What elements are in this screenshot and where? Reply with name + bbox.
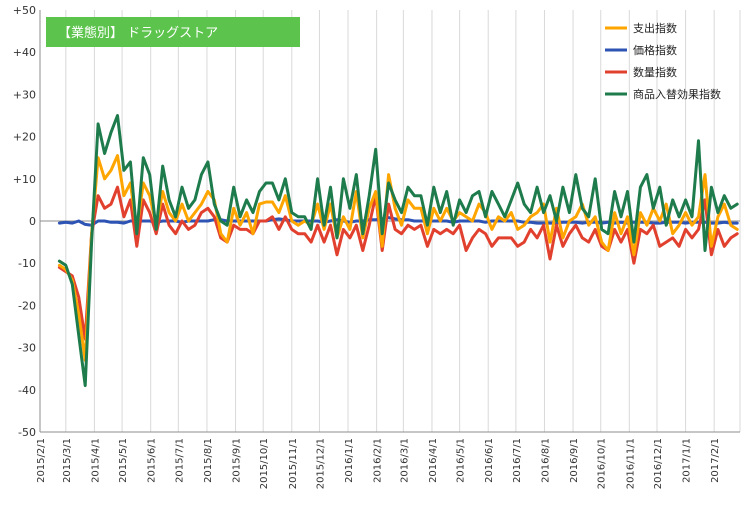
legend-label: 商品入替効果指数 <box>633 87 721 101</box>
x-tick-label: 2015/2/1 <box>36 438 47 483</box>
x-tick-label: 2015/3/1 <box>62 438 73 483</box>
y-tick-label: +50 <box>13 4 36 17</box>
legend-label: 支出指数 <box>633 21 677 35</box>
y-tick-label: +20 <box>13 131 36 144</box>
y-tick-label: -20 <box>18 299 36 312</box>
x-tick-label: 2015/7/1 <box>174 438 185 483</box>
x-tick-label: 2015/6/1 <box>147 438 158 483</box>
y-tick-label: +30 <box>13 88 36 101</box>
x-tick-label: 2017/1/1 <box>682 438 693 483</box>
x-tick-label: 2016/12/1 <box>653 438 664 489</box>
y-tick-label: -10 <box>18 257 36 270</box>
x-tick-label: 2015/10/1 <box>259 438 270 489</box>
x-tick-label: 2016/9/1 <box>569 438 580 483</box>
legend-label: 数量指数 <box>633 65 677 79</box>
legend-label: 価格指数 <box>633 43 677 57</box>
x-tick-label: 2016/4/1 <box>428 438 439 483</box>
x-tick-label: 2015/8/1 <box>203 438 214 483</box>
x-tick-label: 2016/5/1 <box>456 438 467 483</box>
x-tick-label: 2016/8/1 <box>540 438 551 483</box>
chart-title: 【業態別】 ドラッグストア <box>58 25 218 41</box>
x-tick-label: 2016/2/1 <box>373 438 384 483</box>
x-tick-label: 2016/7/1 <box>512 438 523 483</box>
y-tick-label: 0 <box>29 215 36 228</box>
y-tick-label: -30 <box>18 342 36 355</box>
x-tick-label: 2015/12/1 <box>315 438 326 489</box>
x-tick-label: 2016/3/1 <box>399 438 410 483</box>
x-tick-label: 2015/5/1 <box>118 438 129 483</box>
y-tick-label: +40 <box>13 46 36 59</box>
chart-title-background <box>46 17 300 47</box>
x-tick-label: 2016/1/1 <box>344 438 355 483</box>
y-tick-label: -40 <box>18 384 36 397</box>
series-line-2 <box>57 185 739 341</box>
x-tick-label: 2016/10/1 <box>597 438 608 489</box>
series-line-0 <box>57 154 739 362</box>
series-line-3 <box>57 114 739 388</box>
y-tick-label: +10 <box>13 173 36 186</box>
x-tick-label: 2015/9/1 <box>232 438 243 483</box>
x-tick-label: 2016/11/1 <box>625 438 636 489</box>
series-lines <box>57 114 739 388</box>
y-tick-label: -50 <box>18 426 36 439</box>
chart-title-box: 【業態別】 ドラッグストア <box>46 17 300 47</box>
x-tick-label: 2015/4/1 <box>90 438 101 483</box>
x-tick-label: 2016/6/1 <box>484 438 495 483</box>
x-tick-label: 2017/2/1 <box>710 438 721 483</box>
x-tick-label: 2015/11/1 <box>288 438 299 489</box>
